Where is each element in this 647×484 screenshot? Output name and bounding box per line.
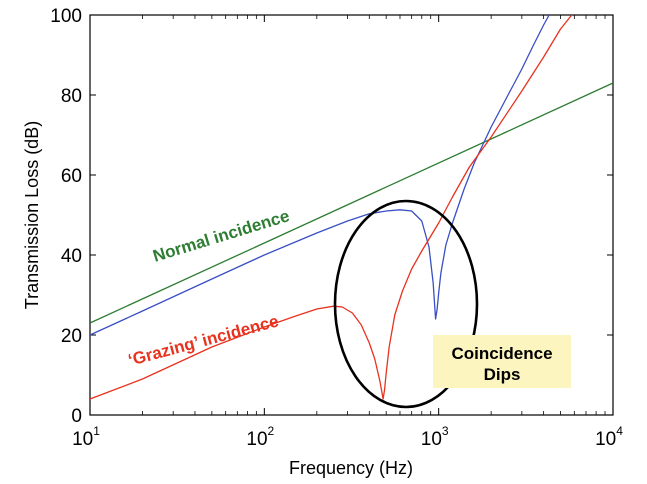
field-incidence-line bbox=[90, 15, 550, 336]
x-axis-ticks: 101 102 103 104 bbox=[72, 15, 623, 450]
y-tick-label: 60 bbox=[61, 166, 82, 187]
x-tick-base: 10 bbox=[421, 429, 442, 450]
x-tick-base: 10 bbox=[246, 429, 267, 450]
callout-line-2: Dips bbox=[484, 365, 521, 384]
x-tick-base: 10 bbox=[72, 429, 93, 450]
callout-box bbox=[433, 335, 571, 388]
grazing-incidence-line bbox=[90, 15, 573, 400]
x-tick-label: 101 bbox=[72, 424, 100, 450]
x-tick-exponent: 1 bbox=[93, 424, 100, 438]
x-tick-exponent: 4 bbox=[616, 424, 623, 438]
x-tick-label: 104 bbox=[595, 424, 623, 450]
y-tick-label: 80 bbox=[61, 86, 82, 107]
coincidence-ellipse bbox=[333, 199, 479, 409]
y-tick-label: 40 bbox=[61, 246, 82, 267]
x-tick-label: 102 bbox=[246, 424, 274, 450]
series-lines bbox=[90, 15, 613, 400]
y-axis-ticks: 0 20 40 60 80 100 bbox=[50, 6, 613, 427]
x-tick-base: 10 bbox=[595, 429, 616, 450]
y-tick-label: 100 bbox=[50, 6, 82, 27]
y-axis-label: Transmission Loss (dB) bbox=[22, 121, 42, 309]
normal-incidence-line bbox=[90, 82, 613, 324]
x-axis-label: Frequency (Hz) bbox=[289, 458, 413, 478]
y-tick-label: 20 bbox=[61, 326, 82, 347]
y-tick-label: 0 bbox=[71, 406, 82, 427]
x-tick-exponent: 2 bbox=[268, 424, 275, 438]
coincidence-dips-callout: Coincidence Dips bbox=[433, 335, 571, 388]
x-tick-label: 103 bbox=[421, 424, 449, 450]
x-tick-exponent: 3 bbox=[442, 424, 449, 438]
callout-line-1: Coincidence bbox=[451, 344, 552, 363]
